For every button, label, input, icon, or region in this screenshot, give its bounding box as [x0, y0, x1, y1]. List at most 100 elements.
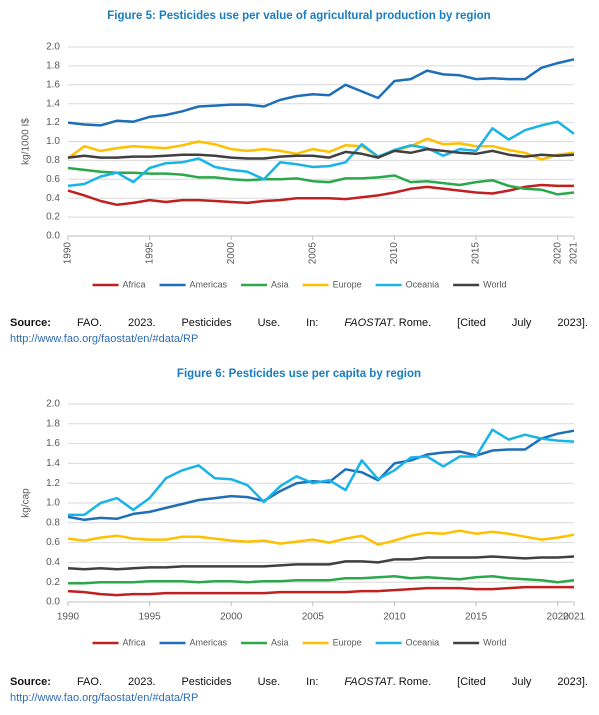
x-tick-label: 2015: [471, 242, 482, 265]
series-line: [68, 428, 575, 517]
y-tick-label: 0.4: [46, 557, 60, 568]
legend-label: World: [483, 279, 506, 289]
x-tick-label: 2005: [307, 242, 318, 265]
x-tick-label: 2015: [465, 612, 488, 623]
x-tick-label: 2010: [389, 242, 400, 265]
x-tick-label: 2021: [569, 242, 580, 265]
legend-item: Asia: [241, 279, 289, 289]
source-line: Source: FAO. 2023. Pesticides Use. In: FAOSTAT…: [10, 674, 588, 690]
legend-item: Africa: [92, 637, 146, 647]
y-tick-label: 2.0: [46, 399, 60, 410]
x-tick-label: 1990: [57, 612, 80, 623]
legend-item: Europe: [302, 279, 362, 289]
source-note: Source: FAO. 2023. Pesticides Use. In: FAOSTAT…: [10, 674, 588, 706]
x-tick-label: 2010: [383, 612, 406, 623]
y-tick-label: 1.6: [46, 79, 60, 90]
source-word: Pesticides: [181, 317, 232, 329]
x-tick-label: 2000: [226, 242, 237, 265]
source-word: . Rome.: [392, 676, 432, 688]
source-publication: FAOSTAT. Rome.: [344, 674, 431, 690]
y-tick-label: 1.2: [46, 478, 60, 489]
legend-label: World: [483, 637, 506, 647]
y-tick-label: 1.4: [46, 98, 60, 109]
source-publication: FAOSTAT. Rome.: [344, 315, 431, 331]
series-line: [67, 120, 575, 188]
legend-item: Americas: [159, 279, 228, 289]
y-tick-label: 1.2: [46, 117, 60, 128]
source-word: July: [511, 676, 532, 688]
source-word: FAO.: [76, 317, 102, 329]
series-line: [67, 555, 575, 571]
source-word: 2023.: [127, 317, 156, 329]
legend-label: Americas: [190, 637, 228, 647]
legend-label: Europe: [333, 637, 362, 647]
source-word: [Cited: [457, 676, 486, 688]
legend-item: World: [453, 637, 506, 647]
source-word: FAO.: [76, 676, 102, 688]
series-line: [67, 166, 575, 196]
x-tick-label: 2005: [302, 612, 325, 623]
x-tick-label: 1990: [63, 242, 74, 265]
x-tick-label: 2000: [220, 612, 243, 623]
y-tick-label: 2.0: [46, 42, 60, 53]
x-tick-label: 1995: [138, 612, 161, 623]
source-note: Source: FAO. 2023. Pesticides Use. In: FAOSTAT…: [10, 315, 588, 347]
y-tick-label: 1.4: [46, 458, 60, 469]
x-tick-label: 2020: [547, 612, 570, 623]
legend-label: Africa: [123, 279, 146, 289]
chart-title: Figure 5: Pesticides use per value of ag…: [107, 10, 490, 22]
source-word: 2023.: [127, 676, 156, 688]
legend-item: Oceania: [375, 637, 440, 647]
legend-label: Oceania: [406, 279, 440, 289]
source-word: Pesticides: [181, 676, 232, 688]
source-word: 2023].: [557, 676, 588, 688]
y-tick-label: 0.2: [46, 212, 60, 223]
y-tick-label: 0.8: [46, 517, 60, 528]
source-word: . Rome.: [392, 317, 432, 329]
series-line: [67, 58, 575, 127]
legend: Africa Americas Asia Europe Oceania World: [92, 637, 506, 647]
source-word: 2023].: [557, 317, 588, 329]
series-line: [67, 585, 574, 597]
y-axis-label: kg/cap: [21, 488, 32, 518]
series-line: [67, 147, 575, 160]
source-italic: FAOSTAT: [344, 317, 393, 329]
y-tick-label: 1.8: [46, 418, 60, 429]
y-tick-label: 0.4: [46, 193, 60, 204]
source-url-line: http://www.fao.org/faostat/en/#data/RP: [10, 331, 588, 347]
legend: Africa Americas Asia Europe Oceania World: [92, 279, 506, 289]
legend-label: Europe: [333, 279, 362, 289]
legend-label: Americas: [190, 279, 228, 289]
y-tick-label: 1.0: [46, 136, 60, 147]
source-url: http://www.fao.org/faostat/en/#data/RP: [10, 692, 199, 704]
legend-item: World: [453, 279, 506, 289]
source-italic: FAOSTAT: [344, 676, 393, 688]
legend-label: Africa: [123, 637, 146, 647]
series-line: [67, 183, 574, 207]
y-tick-label: 0.2: [46, 577, 60, 588]
legend-item: Africa: [92, 279, 146, 289]
source-url: http://www.fao.org/faostat/en/#data/RP: [10, 333, 199, 345]
y-tick-label: 1.8: [46, 61, 60, 72]
legend-item: Oceania: [375, 279, 440, 289]
source-word: [Cited: [457, 317, 486, 329]
legend-item: Europe: [302, 637, 362, 647]
y-axis-label: kg/1000 I$: [21, 118, 32, 165]
y-tick-label: 0.0: [46, 231, 60, 242]
y-tick-label: 1.0: [46, 498, 60, 509]
source-word: In:: [306, 317, 319, 329]
y-tick-label: 0.0: [46, 597, 60, 608]
chart-title: Figure 6: Pesticides use per capita by r…: [177, 368, 421, 380]
x-tick-label: 2020: [552, 242, 563, 265]
source-word: Use.: [257, 676, 281, 688]
x-tick-label: 2021: [563, 612, 586, 623]
source-word: July: [511, 317, 532, 329]
y-tick-label: 0.8: [46, 155, 60, 166]
legend-label: Oceania: [406, 637, 440, 647]
source-label: Source:: [10, 676, 51, 688]
source-line: Source: FAO. 2023. Pesticides Use. In: FAOSTAT…: [10, 315, 588, 331]
x-tick-label: 1995: [144, 242, 155, 265]
series-line: [67, 529, 575, 546]
